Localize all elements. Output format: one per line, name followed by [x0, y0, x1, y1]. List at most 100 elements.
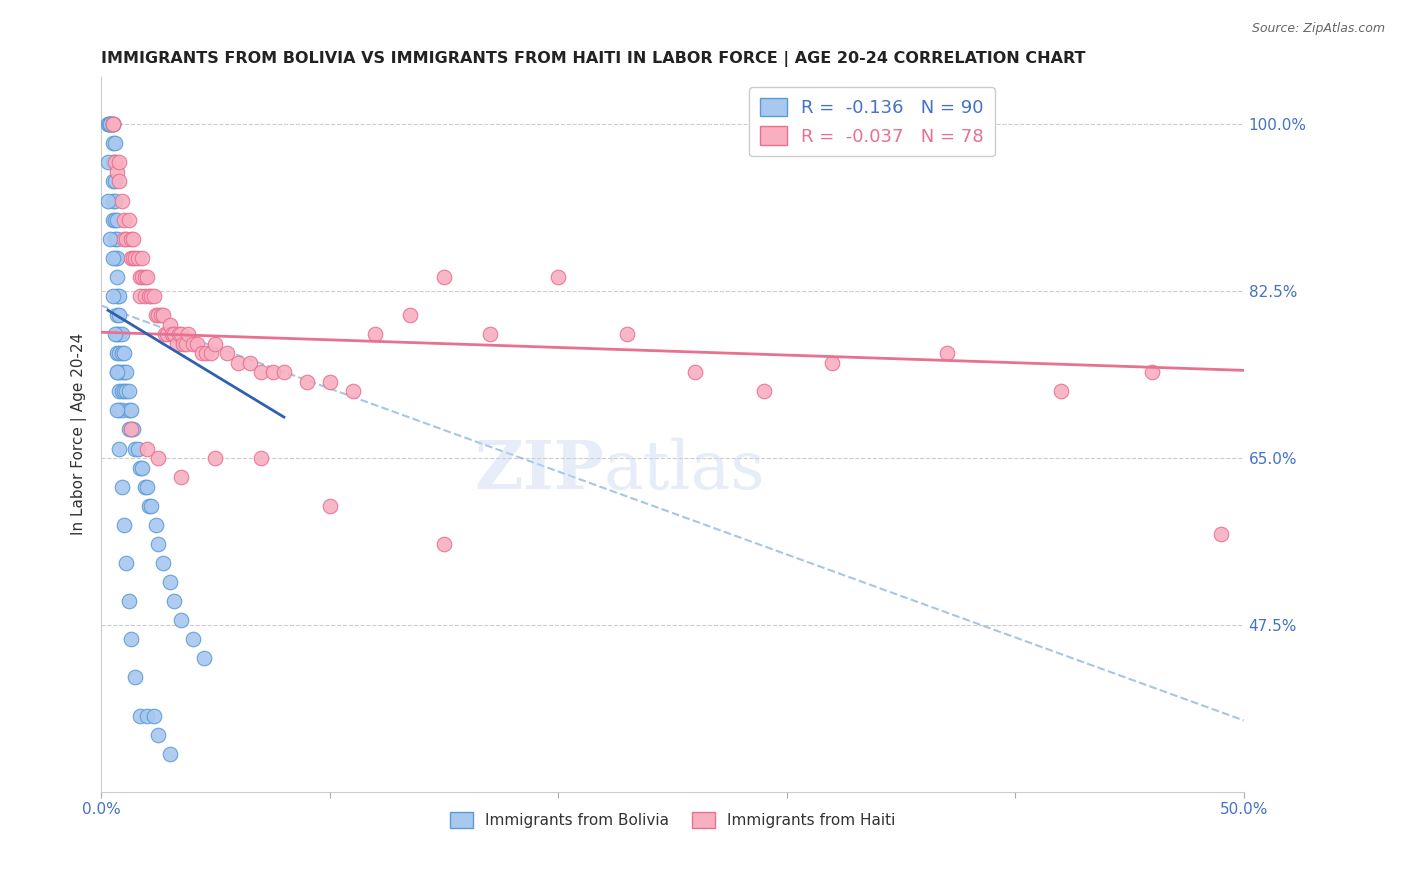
- Point: [105, 365, 128, 379]
- Point: [117, 422, 139, 436]
- Point: [105, 232, 128, 246]
- Point: [131, 251, 153, 265]
- Point: [148, 537, 170, 551]
- Point: [186, 336, 208, 351]
- Point: [262, 365, 284, 379]
- Point: [104, 212, 127, 227]
- Point: [104, 327, 127, 342]
- Point: [935, 346, 957, 360]
- Point: [134, 269, 156, 284]
- Point: [117, 384, 139, 399]
- Point: [129, 708, 152, 723]
- Point: [101, 251, 124, 265]
- Point: [101, 117, 124, 131]
- Point: [101, 212, 124, 227]
- Point: [181, 336, 204, 351]
- Point: [105, 346, 128, 360]
- Point: [124, 251, 146, 265]
- Point: [148, 308, 170, 322]
- Point: [104, 232, 127, 246]
- Point: [108, 346, 131, 360]
- Point: [108, 327, 131, 342]
- Point: [195, 346, 218, 360]
- Point: [160, 327, 183, 342]
- Text: Source: ZipAtlas.com: Source: ZipAtlas.com: [1251, 22, 1385, 36]
- Point: [145, 517, 167, 532]
- Point: [177, 327, 200, 342]
- Point: [250, 451, 273, 466]
- Point: [111, 384, 134, 399]
- Point: [120, 232, 142, 246]
- Point: [129, 460, 152, 475]
- Point: [108, 403, 131, 417]
- Point: [149, 308, 172, 322]
- Point: [685, 365, 707, 379]
- Point: [98, 117, 121, 131]
- Point: [117, 403, 139, 417]
- Point: [135, 442, 157, 456]
- Point: [104, 155, 127, 169]
- Point: [104, 251, 127, 265]
- Point: [120, 251, 142, 265]
- Point: [98, 232, 121, 246]
- Point: [104, 194, 127, 208]
- Point: [105, 308, 128, 322]
- Point: [105, 269, 128, 284]
- Point: [174, 336, 197, 351]
- Point: [108, 174, 131, 188]
- Point: [101, 289, 124, 303]
- Point: [170, 470, 193, 484]
- Point: [190, 346, 212, 360]
- Point: [163, 594, 186, 608]
- Point: [135, 269, 157, 284]
- Point: [120, 422, 142, 436]
- Point: [138, 289, 160, 303]
- Point: [101, 194, 124, 208]
- Point: [152, 308, 174, 322]
- Point: [111, 346, 134, 360]
- Text: atlas: atlas: [605, 437, 765, 503]
- Point: [239, 356, 262, 370]
- Point: [117, 212, 139, 227]
- Point: [111, 480, 134, 494]
- Point: [129, 269, 152, 284]
- Point: [101, 174, 124, 188]
- Point: [134, 480, 156, 494]
- Point: [108, 289, 131, 303]
- Point: [108, 384, 131, 399]
- Point: [101, 117, 124, 131]
- Point: [181, 632, 204, 647]
- Point: [616, 327, 638, 342]
- Y-axis label: In Labor Force | Age 20-24: In Labor Force | Age 20-24: [72, 333, 87, 535]
- Point: [120, 632, 142, 647]
- Point: [104, 155, 127, 169]
- Point: [117, 594, 139, 608]
- Point: [142, 289, 165, 303]
- Point: [97, 117, 120, 131]
- Point: [131, 269, 153, 284]
- Point: [120, 403, 142, 417]
- Point: [105, 403, 128, 417]
- Point: [97, 117, 120, 131]
- Point: [1050, 384, 1073, 399]
- Point: [115, 365, 138, 379]
- Point: [159, 318, 181, 332]
- Point: [105, 365, 128, 379]
- Point: [141, 289, 163, 303]
- Point: [111, 327, 134, 342]
- Point: [170, 327, 193, 342]
- Point: [101, 117, 124, 131]
- Point: [124, 671, 146, 685]
- Point: [141, 499, 163, 513]
- Point: [124, 442, 146, 456]
- Point: [97, 194, 120, 208]
- Point: [108, 308, 131, 322]
- Point: [166, 336, 188, 351]
- Point: [98, 117, 121, 131]
- Point: [170, 613, 193, 627]
- Point: [148, 728, 170, 742]
- Point: [193, 651, 215, 665]
- Point: [115, 232, 138, 246]
- Point: [131, 460, 153, 475]
- Point: [142, 708, 165, 723]
